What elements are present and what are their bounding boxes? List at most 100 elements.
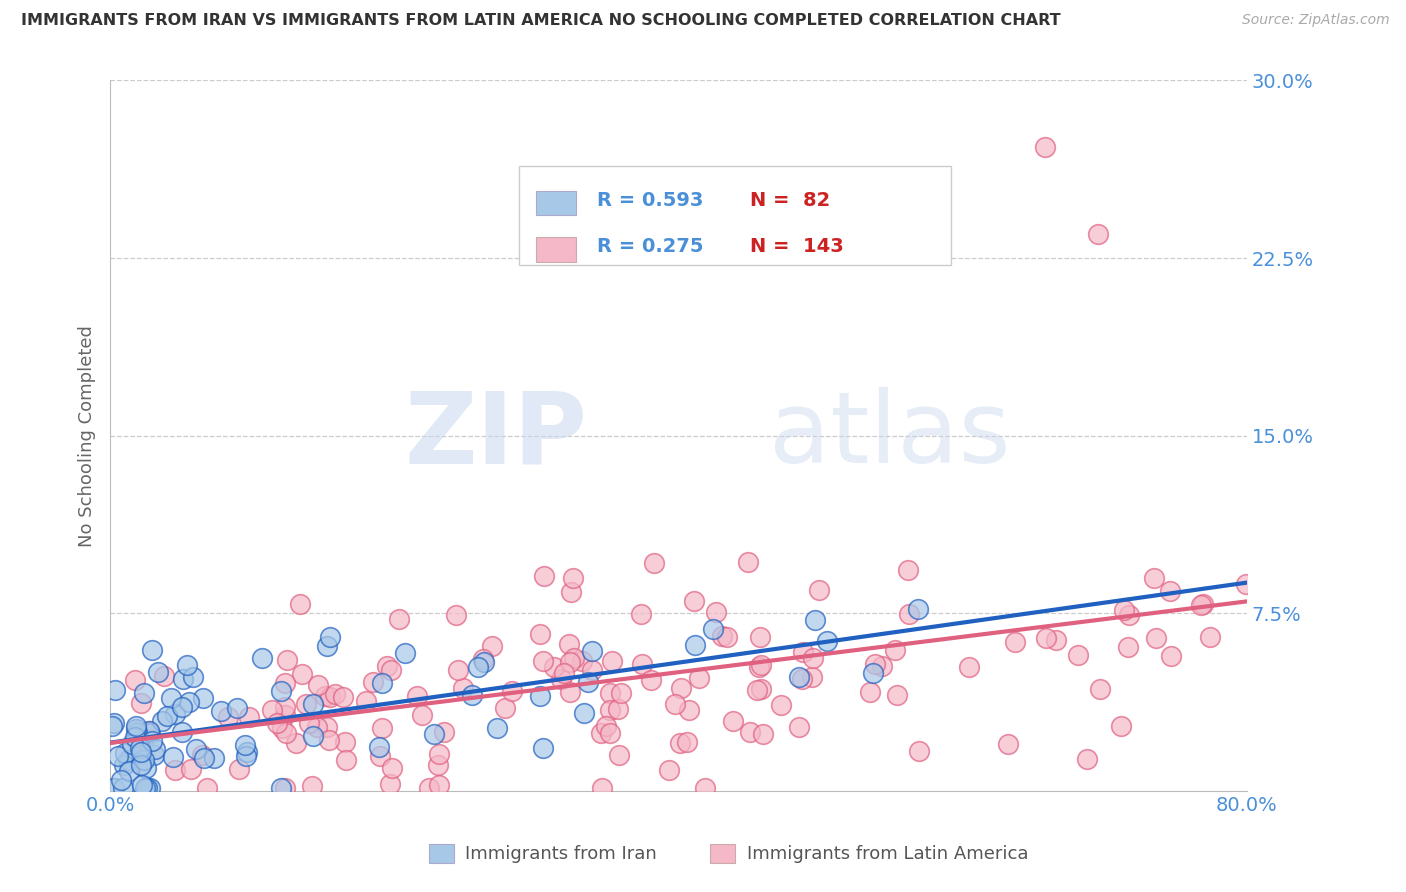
Point (323, 687, 346, 701)
Point (288, 597, 311, 611)
Point (319, 630, 342, 644)
Point (631, 657, 654, 671)
Text: R = 0.593: R = 0.593 (596, 191, 703, 210)
Point (252, 651, 274, 665)
Point (125, 718, 148, 732)
Point (114, 746, 136, 760)
Point (446, 663, 468, 677)
Point (749, 682, 772, 697)
Point (150, 714, 173, 728)
Point (531, 654, 554, 668)
Point (380, 761, 402, 775)
Point (702, 622, 724, 636)
Point (262, 703, 284, 717)
Point (572, 706, 595, 721)
Point (316, 720, 339, 734)
Point (394, 646, 416, 660)
Point (367, 740, 389, 755)
Point (716, 630, 738, 644)
Text: atlas: atlas (769, 387, 1011, 484)
Point (1160, 648, 1182, 663)
Point (897, 607, 920, 621)
Point (884, 642, 907, 657)
Point (112, 781, 135, 796)
Point (138, 724, 160, 739)
Point (180, 762, 202, 776)
Point (907, 602, 929, 616)
Point (749, 657, 772, 672)
Point (427, 778, 450, 792)
Point (433, 725, 456, 739)
Point (1234, 577, 1257, 591)
Point (107, 748, 129, 763)
Point (148, 665, 170, 679)
Point (160, 690, 183, 705)
Point (560, 685, 582, 699)
Point (131, 778, 153, 792)
Point (191, 747, 214, 762)
Text: Immigrants from Iran: Immigrants from Iran (465, 845, 657, 863)
Point (274, 726, 297, 740)
Point (711, 629, 734, 643)
Point (792, 672, 814, 686)
Point (132, 737, 155, 751)
Point (124, 673, 146, 687)
Point (233, 739, 256, 753)
Point (562, 571, 585, 585)
Point (172, 725, 194, 739)
Point (193, 751, 215, 765)
Point (657, 763, 679, 777)
Point (1191, 598, 1213, 612)
Point (752, 727, 775, 741)
Point (472, 655, 495, 669)
Point (550, 672, 572, 686)
Point (270, 684, 292, 698)
Point (143, 748, 166, 763)
Point (226, 700, 249, 714)
FancyBboxPatch shape (536, 191, 576, 216)
Point (529, 626, 551, 640)
Point (319, 690, 342, 704)
FancyBboxPatch shape (519, 166, 952, 265)
Point (1144, 632, 1167, 646)
Point (599, 686, 621, 700)
Point (870, 659, 893, 673)
Point (127, 724, 149, 739)
Point (643, 556, 665, 570)
Point (770, 698, 793, 712)
Point (640, 673, 662, 687)
Point (176, 657, 198, 672)
Point (129, 696, 152, 710)
Point (427, 758, 450, 772)
Point (683, 638, 706, 652)
Point (271, 721, 294, 735)
Point (801, 650, 824, 665)
Point (664, 697, 686, 711)
Point (1087, 227, 1109, 242)
Point (1109, 719, 1132, 733)
Point (274, 675, 297, 690)
Point (170, 700, 193, 714)
Point (371, 675, 394, 690)
Point (1112, 603, 1135, 617)
Text: Source: ZipAtlas.com: Source: ZipAtlas.com (1241, 13, 1389, 28)
Point (808, 583, 831, 598)
Point (560, 585, 582, 599)
Point (1189, 598, 1212, 612)
Point (141, 643, 163, 657)
Point (138, 724, 160, 739)
Point (688, 672, 710, 686)
Point (747, 683, 769, 698)
Point (134, 781, 156, 796)
Text: IMMIGRANTS FROM IRAN VS IMMIGRANTS FROM LATIN AMERICA NO SCHOOLING COMPLETED COR: IMMIGRANTS FROM IRAN VS IMMIGRANTS FROM … (21, 13, 1060, 29)
Point (562, 651, 585, 665)
Point (669, 736, 692, 750)
Point (1199, 630, 1222, 644)
Point (553, 666, 575, 681)
Point (789, 670, 811, 684)
Point (558, 655, 581, 669)
Point (318, 733, 340, 747)
Point (1045, 632, 1067, 647)
Point (418, 781, 440, 796)
Point (121, 737, 143, 751)
